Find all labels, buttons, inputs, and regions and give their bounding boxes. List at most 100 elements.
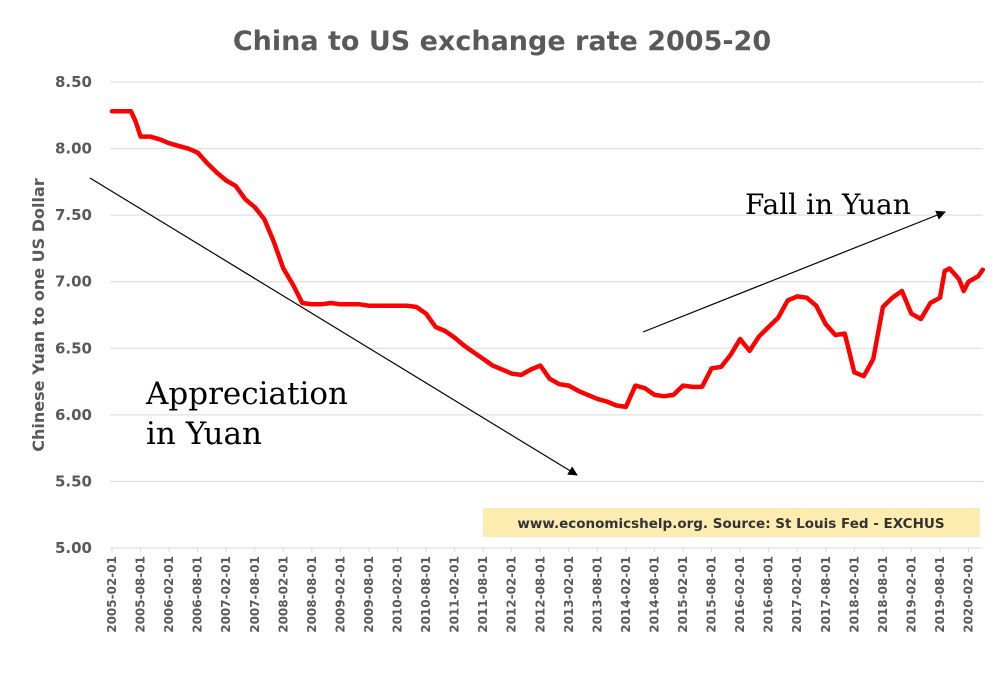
data-point	[244, 198, 247, 201]
data-point	[120, 110, 123, 113]
x-tick-label: 2016-02-01	[733, 556, 747, 633]
data-point	[472, 351, 475, 354]
data-point	[910, 312, 913, 315]
x-tick-label: 2008-02-01	[276, 556, 290, 633]
data-point	[510, 372, 513, 375]
x-tick-label: 2015-08-01	[705, 556, 719, 633]
appreciation-arrow	[89, 177, 578, 476]
data-point	[843, 332, 846, 335]
x-tick-label: 2011-08-01	[476, 556, 490, 633]
x-tick-label: 2019-02-01	[904, 556, 918, 633]
data-point	[815, 304, 818, 307]
x-tick-label: 2013-08-01	[590, 556, 604, 633]
data-point	[862, 375, 865, 378]
data-point	[634, 384, 637, 387]
data-point	[577, 389, 580, 393]
data-point	[396, 304, 399, 307]
data-point	[586, 393, 589, 397]
data-point	[729, 353, 732, 357]
x-tick-label: 2011-02-01	[448, 556, 462, 633]
x-tick-label: 2015-02-01	[676, 556, 690, 633]
data-point	[462, 344, 466, 347]
data-point	[957, 277, 961, 281]
source-note: www.economicshelp.org. Source: St Louis …	[517, 516, 944, 532]
x-tick-label: 2014-08-01	[647, 556, 661, 633]
data-point	[681, 384, 685, 387]
data-point	[539, 364, 542, 367]
data-point	[215, 171, 218, 174]
data-point	[834, 333, 837, 337]
series-layer	[109, 109, 986, 410]
chart-title: China to US exchange rate 2005-20	[233, 26, 771, 57]
x-tick-label: 2006-02-01	[162, 556, 176, 633]
data-point	[777, 316, 780, 319]
data-point	[981, 268, 984, 271]
x-tick-label: 2008-08-01	[305, 556, 319, 633]
data-point	[301, 301, 304, 305]
x-tick-label: 2010-02-01	[391, 556, 405, 633]
data-point	[134, 120, 137, 124]
data-point	[691, 385, 694, 389]
data-point	[796, 295, 799, 298]
data-point	[386, 304, 390, 307]
data-point	[177, 144, 180, 148]
x-tick-label: 2018-08-01	[876, 556, 890, 633]
data-point	[158, 138, 161, 141]
x-tick-label: 2019-08-01	[933, 556, 947, 633]
data-point	[491, 364, 494, 367]
data-point	[329, 301, 333, 305]
x-tick-label: 2006-08-01	[191, 556, 205, 633]
data-point	[710, 367, 713, 370]
data-point	[615, 404, 618, 407]
x-tick-label: 2005-08-01	[134, 556, 148, 633]
data-point	[962, 289, 965, 293]
data-point	[320, 303, 323, 306]
x-tick-label: 2007-08-01	[248, 556, 262, 633]
appreciation-annotation-line-1: Appreciation	[145, 376, 348, 412]
x-tick-label: 2009-08-01	[362, 556, 376, 633]
data-point	[520, 373, 523, 377]
y-tick-label: 5.00	[55, 539, 92, 557]
data-point	[919, 317, 923, 321]
data-point	[881, 305, 885, 309]
data-point	[719, 365, 723, 369]
x-tick-label: 2013-02-01	[562, 556, 576, 633]
y-tick-label: 7.00	[55, 273, 92, 291]
data-point	[358, 303, 361, 306]
data-point	[643, 387, 647, 390]
data-point	[824, 323, 827, 326]
data-point	[377, 304, 380, 307]
data-point	[700, 385, 704, 389]
data-point	[263, 217, 266, 221]
source-note-background	[483, 508, 980, 537]
data-point	[529, 368, 532, 371]
data-point	[624, 405, 628, 409]
y-tick-label: 5.50	[55, 472, 92, 490]
data-point	[186, 147, 190, 150]
fall-arrow	[642, 210, 946, 333]
data-point	[139, 135, 142, 138]
y-axis-ticks: 5.00 5.50 6.00 6.50 7.00 7.50 8.00 8.50	[55, 73, 92, 557]
data-point	[367, 304, 371, 307]
data-point	[424, 312, 428, 315]
data-point	[662, 395, 666, 398]
data-point	[225, 179, 228, 182]
data-point	[405, 304, 409, 307]
grid-lines	[110, 81, 983, 482]
data-point	[891, 296, 894, 299]
data-point	[282, 267, 285, 270]
x-tick-label: 2016-08-01	[762, 556, 776, 633]
data-point	[482, 357, 485, 361]
data-point	[415, 305, 418, 309]
data-point	[948, 267, 951, 270]
data-point	[206, 162, 209, 165]
data-point	[501, 368, 504, 371]
data-point	[196, 151, 199, 154]
y-tick-label: 8.00	[55, 140, 92, 158]
data-point	[129, 110, 133, 113]
data-point	[805, 296, 808, 299]
data-point	[167, 142, 171, 145]
data-point	[748, 349, 751, 353]
data-point	[757, 335, 761, 338]
